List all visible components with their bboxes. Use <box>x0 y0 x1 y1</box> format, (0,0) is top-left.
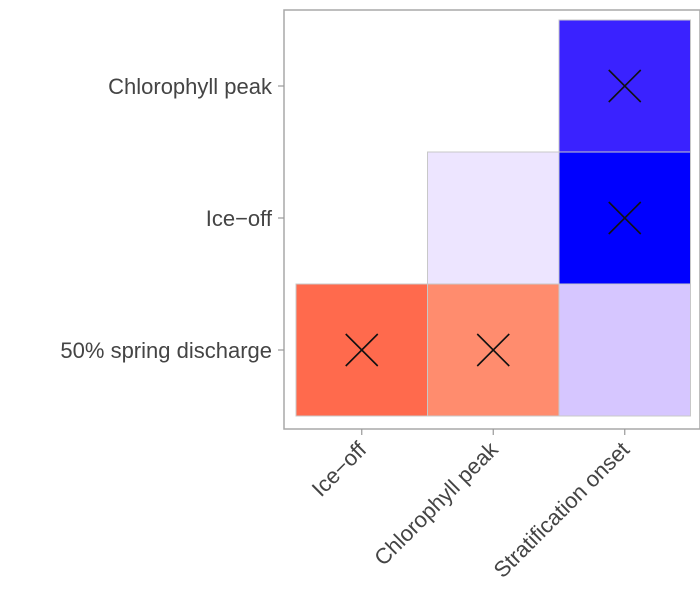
x-tick-label-chlorophyll-peak: Chlorophyll peak <box>369 436 503 570</box>
significance-x-icon <box>345 333 379 367</box>
significance-x-icon <box>608 69 642 103</box>
x-tick-label-ice-off: Ice−off <box>307 436 372 501</box>
heatmap-cells <box>295 19 691 417</box>
significance-x-icon <box>608 201 642 235</box>
significance-x-icon <box>476 333 510 367</box>
cell-stratification-onset-vs-50-spring-discharge <box>558 283 691 417</box>
x-tick-label-stratification-onset: Stratification onset <box>489 437 635 583</box>
plot-frame <box>283 9 700 430</box>
y-tick-label-chlorophyll-peak: Chlorophyll peak <box>108 74 273 99</box>
y-axis: 50% spring discharge Ice−off Chlorophyll p… <box>60 74 284 363</box>
significance-marks <box>345 69 642 367</box>
y-tick-label-50-spring-discharge: 50% spring discharge <box>60 338 272 363</box>
y-tick-label-ice-off: Ice−off <box>206 206 273 231</box>
cell-chlorophyll-peak-vs-ice-off <box>427 151 560 285</box>
